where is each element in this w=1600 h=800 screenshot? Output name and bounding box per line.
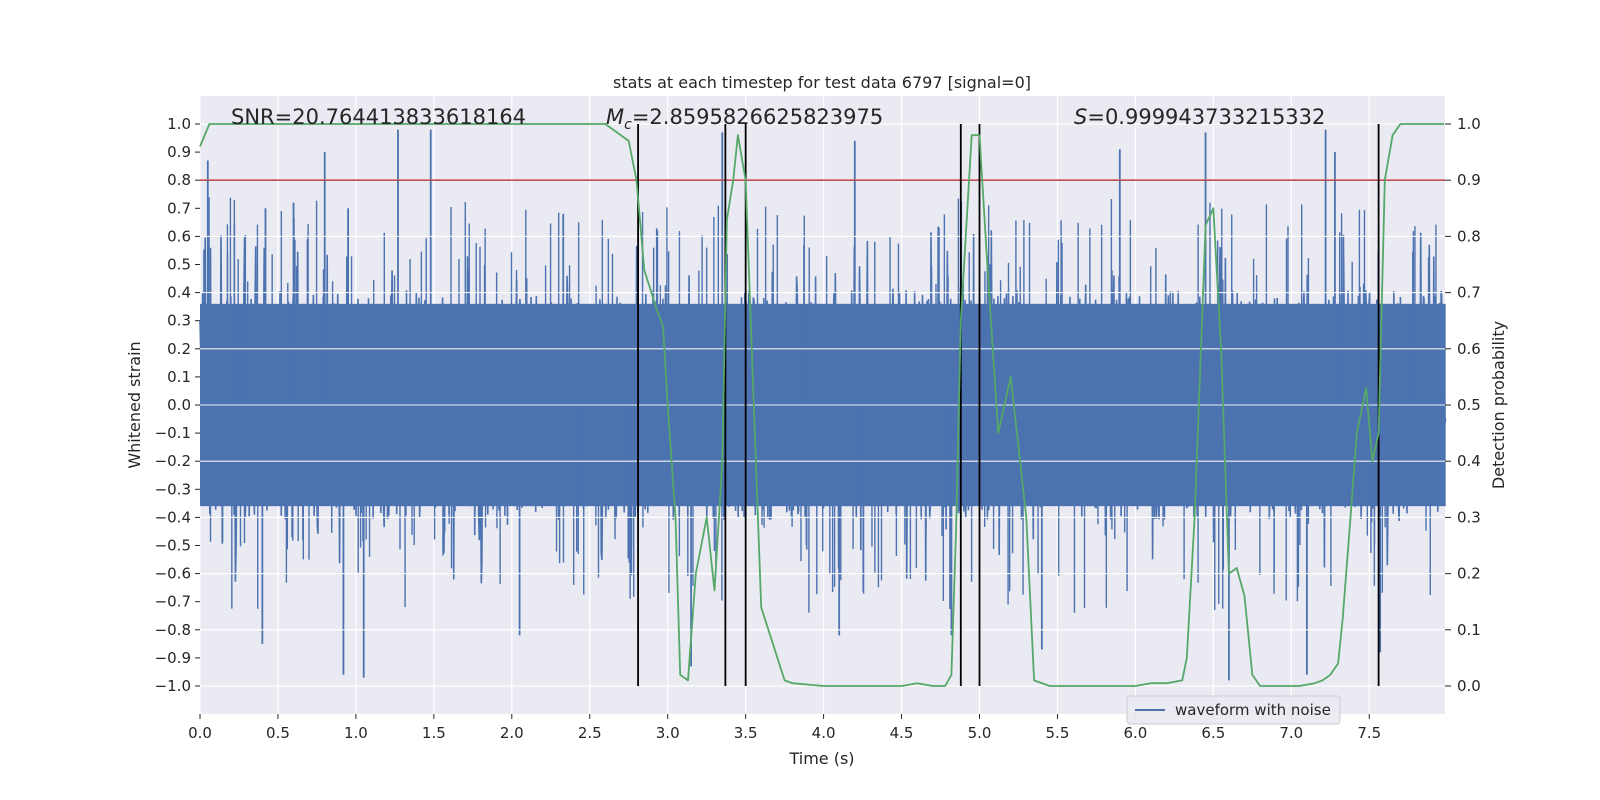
x-tick-label: 3.0	[656, 724, 680, 742]
y-tick-label: 0.1	[167, 368, 191, 386]
x-tick-label: 7.5	[1357, 724, 1381, 742]
x-tick-label: 7.0	[1279, 724, 1303, 742]
y2-tick-label: 0.1	[1457, 621, 1481, 639]
x-tick-label: 5.0	[968, 724, 992, 742]
y2-tick-label: 0.2	[1457, 565, 1481, 583]
y-axis-label: Whitened strain	[125, 341, 144, 468]
y-tick-label: −0.5	[155, 537, 191, 555]
y2-axis-label: Detection probability	[1489, 321, 1508, 489]
x-tick-label: 5.5	[1046, 724, 1070, 742]
y-tick-label: 0.8	[167, 171, 191, 189]
x-axis-ticks: 0.0 0.5 1.0 1.5 2.0 2.5 3.0 3.5 4.0 4.5 5.0 5.5 6.0 6…	[188, 714, 1381, 742]
y-tick-label: −0.9	[155, 649, 191, 667]
x-tick-label: 0.0	[188, 724, 212, 742]
y-axis-ticks: −1.0 −0.9 −0.8 −0.7 −0.6 −0.5 −0.4 −0.3 −0.2 −0.1…	[155, 115, 200, 695]
y-tick-label: −0.8	[155, 621, 191, 639]
y-tick-label: −0.3	[155, 480, 191, 498]
probability-series	[199, 123, 1445, 687]
x-axis-label: Time (s)	[788, 749, 854, 768]
y-tick-label: −0.4	[155, 508, 191, 526]
vertical-markers	[637, 124, 1380, 686]
x-tick-label: 4.5	[890, 724, 914, 742]
s-value: =0.999943733215332	[1087, 105, 1325, 129]
y-tick-label: 0.4	[167, 284, 191, 302]
y2-tick-label: 0.3	[1457, 508, 1481, 526]
x-tick-label: 4.0	[812, 724, 836, 742]
y-tick-label: 0.0	[167, 396, 191, 414]
legend-box	[1126, 695, 1341, 725]
waveform-series	[199, 123, 1447, 687]
s-symbol: S	[1074, 105, 1087, 129]
y-tick-label: 0.7	[167, 199, 191, 217]
y2-tick-label: 0.8	[1457, 227, 1481, 245]
x-tick-label: 1.5	[422, 724, 446, 742]
y2-tick-label: 0.5	[1457, 396, 1481, 414]
y-tick-label: 0.2	[167, 340, 191, 358]
y-tick-label: 0.9	[167, 143, 191, 161]
x-tick-label: 2.5	[578, 724, 602, 742]
x-tick-label: 1.0	[344, 724, 368, 742]
y2-tick-label: 0.4	[1457, 452, 1481, 470]
y-tick-label: −1.0	[155, 677, 191, 695]
probability-line	[199, 123, 1445, 687]
y-tick-label: −0.7	[155, 593, 191, 611]
y2-tick-label: 1.0	[1457, 115, 1481, 133]
y2-tick-label: 0.9	[1457, 171, 1481, 189]
y-tick-label: 1.0	[167, 115, 191, 133]
y-tick-label: 0.3	[167, 312, 191, 330]
y2-tick-label: 0.7	[1457, 284, 1481, 302]
y-tick-label: 0.6	[167, 227, 191, 245]
x-tick-label: 6.0	[1123, 724, 1147, 742]
legend-label-waveform: waveform with noise	[1175, 701, 1331, 719]
x-tick-label: 6.5	[1201, 724, 1225, 742]
y-tick-label: −0.1	[155, 424, 191, 442]
legend: waveform with noise	[1126, 695, 1341, 725]
mc-symbol: M	[606, 105, 624, 129]
x-tick-label: 3.5	[734, 724, 758, 742]
mc-subscript: c	[624, 117, 632, 133]
y2-axis-ticks: 0.0 0.1 0.2 0.3 0.4 0.5 0.6 0.7 0.8 0.9 1.0	[1445, 115, 1481, 695]
s-annotation: S=0.999943733215332	[1074, 105, 1325, 129]
y-tick-label: −0.2	[155, 452, 191, 470]
chart-title: stats at each timestep for test data 679…	[613, 73, 1031, 92]
x-tick-label: 0.5	[266, 724, 290, 742]
mc-value: =2.8595826625823975	[632, 105, 883, 129]
y2-tick-label: 0.0	[1457, 677, 1481, 695]
y-tick-label: 0.5	[167, 256, 191, 274]
y2-tick-label: 0.6	[1457, 340, 1481, 358]
snr-annotation: SNR=20.764413833618164	[231, 105, 526, 129]
x-tick-label: 2.0	[500, 724, 524, 742]
y-tick-label: −0.6	[155, 565, 191, 583]
mc-annotation: Mc=2.8595826625823975	[606, 105, 883, 133]
